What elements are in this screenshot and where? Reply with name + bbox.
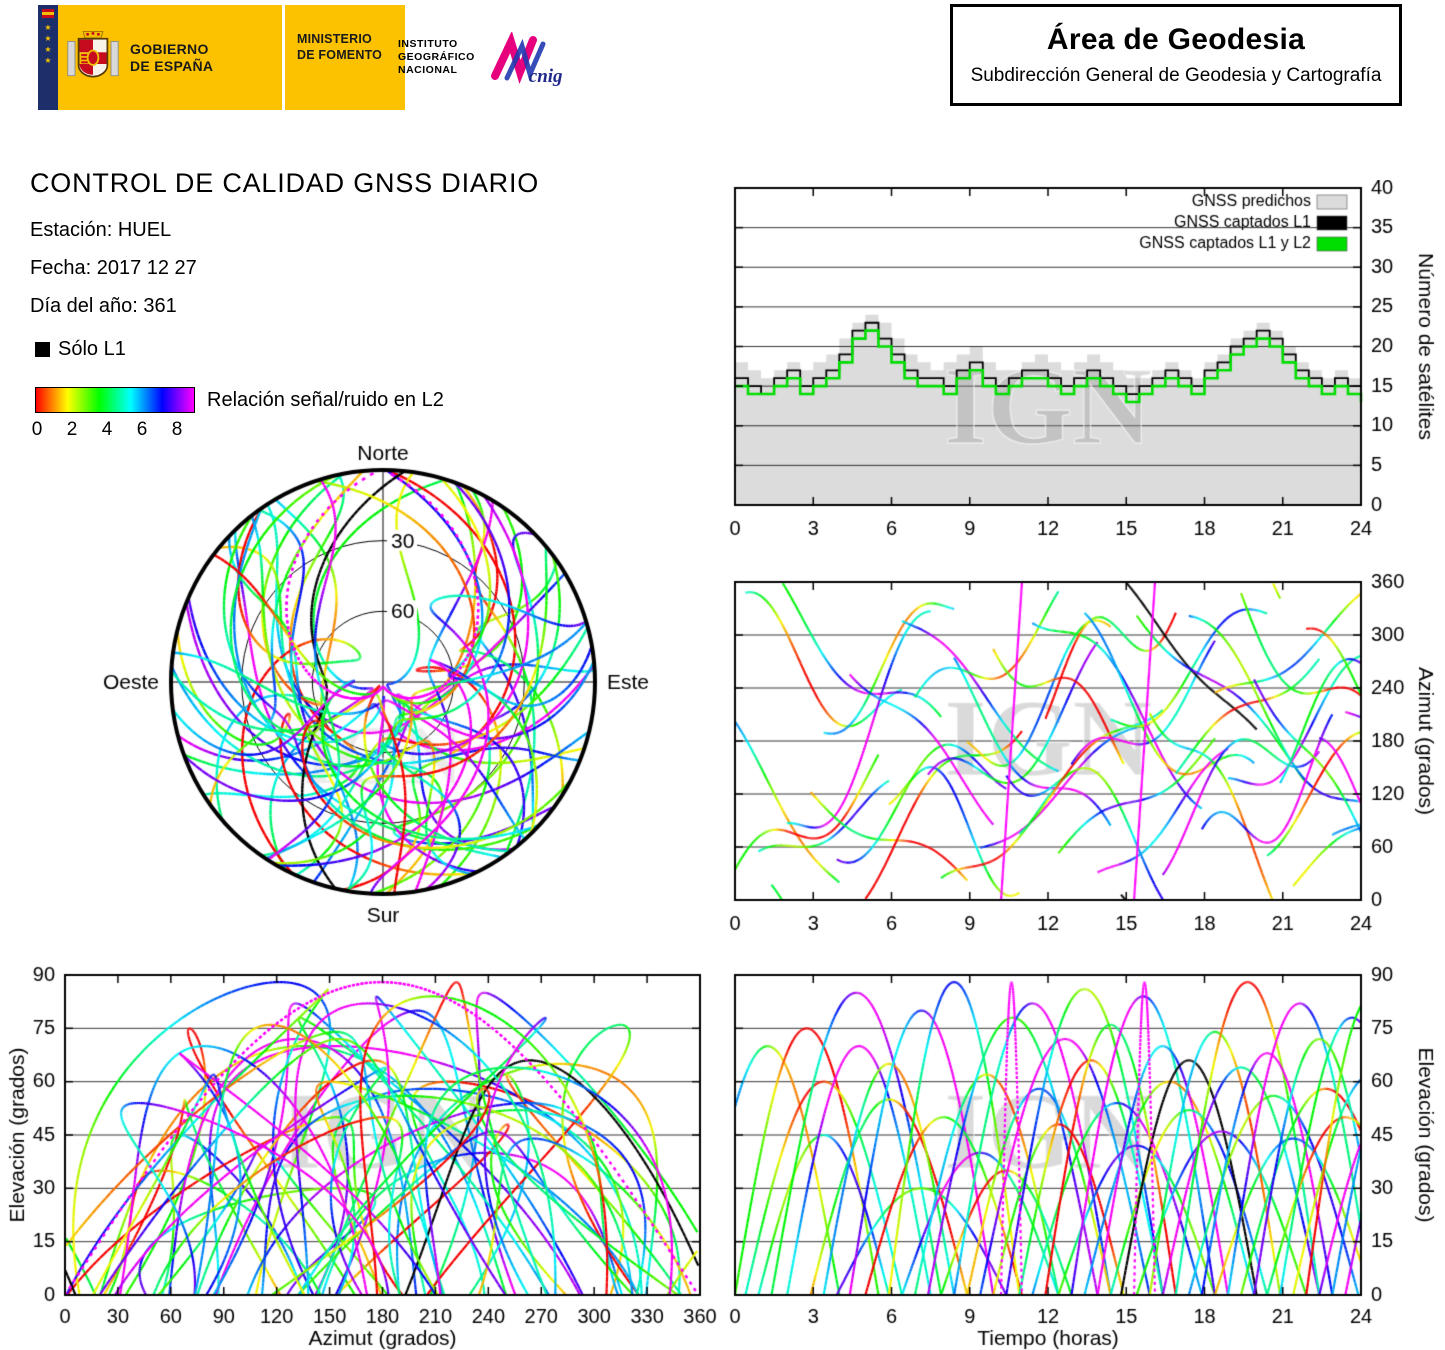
colorbar-tick-4: 4 xyxy=(101,419,113,440)
station-label: Estación: HUEL xyxy=(30,219,172,241)
spain-flag-icon xyxy=(42,9,54,18)
satellite-count-chart-canvas xyxy=(720,180,1445,542)
area-title: Área de Geodesia xyxy=(1046,23,1306,56)
legend-block: Sólo L1 Relación señal/ruido en L2 0 2 4… xyxy=(31,338,515,447)
skyplot-canvas xyxy=(90,438,680,933)
government-logo: ★ ★ ★ ★ xyxy=(38,5,405,110)
date-label: Fecha: 2017 12 27 xyxy=(30,257,197,279)
solo-l1-label: Sólo L1 xyxy=(58,338,126,360)
snr-colorbar xyxy=(35,387,195,413)
star-icon: ★ xyxy=(44,56,52,65)
ign-label-line2: GEOGRÁFICO xyxy=(398,51,475,63)
flag-strip: ★ ★ ★ ★ xyxy=(38,5,58,110)
page-title: CONTROL DE CALIDAD GNSS DIARIO xyxy=(30,168,540,198)
area-subtitle: Subdirección General de Geodesia y Carto… xyxy=(970,65,1382,86)
gov-label-line2: DE ESPAÑA xyxy=(130,57,214,74)
colorbar-tick-8: 8 xyxy=(171,419,183,440)
ministry-label-line2: DE FOMENTO xyxy=(297,48,383,62)
ign-label-line3: NACIONAL xyxy=(398,64,458,76)
ign-block: INSTITUTO GEOGRÁFICO NACIONAL cnig xyxy=(398,30,573,94)
star-icon: ★ xyxy=(44,45,52,54)
gobierno-block: GOBIERNO DE ESPAÑA xyxy=(58,5,282,110)
star-icon: ★ xyxy=(44,23,52,32)
coat-of-arms-icon xyxy=(66,22,120,93)
day-of-year-label: Día del año: 361 xyxy=(30,295,177,317)
ign-label-line1: INSTITUTO xyxy=(398,38,458,50)
elevation-azimut-chart-canvas xyxy=(0,960,722,1350)
colorbar-tick-6: 6 xyxy=(136,419,148,440)
star-icon: ★ xyxy=(44,34,52,43)
colorbar-tick-0: 0 xyxy=(31,419,43,440)
report-info: CONTROL DE CALIDAD GNSS DIARIO Estación:… xyxy=(30,168,539,333)
cnig-logo-icon: cnig xyxy=(489,30,573,94)
azimut-time-chart-canvas xyxy=(720,572,1445,940)
gov-label-line1: GOBIERNO xyxy=(130,40,209,57)
colorbar-label: Relación señal/ruido en L2 xyxy=(207,389,444,411)
cnig-label: cnig xyxy=(528,66,563,87)
colorbar-tick-2: 2 xyxy=(66,419,78,440)
solo-l1-swatch xyxy=(35,342,50,357)
area-geodesia-box: Área de Geodesia Subdirección General de… xyxy=(950,4,1402,106)
elevation-time-chart-canvas xyxy=(722,960,1445,1350)
ministry-block: MINISTERIO DE FOMENTO xyxy=(285,5,405,110)
ministry-label-line1: MINISTERIO xyxy=(297,32,372,46)
